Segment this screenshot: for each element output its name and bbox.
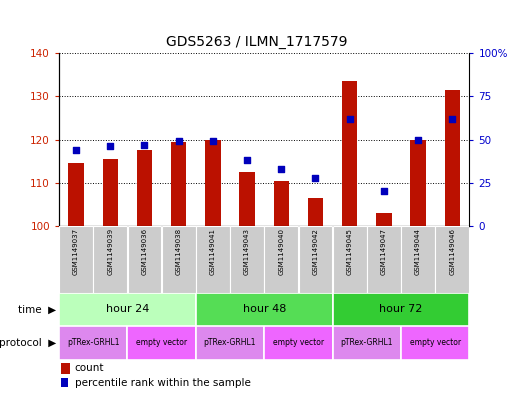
Text: GSM1149047: GSM1149047 [381, 228, 387, 275]
Text: protocol  ▶: protocol ▶ [0, 338, 56, 348]
Text: count: count [74, 364, 104, 373]
Text: GSM1149041: GSM1149041 [210, 228, 216, 275]
Text: GDS5263 / ILMN_1717579: GDS5263 / ILMN_1717579 [166, 35, 347, 49]
Text: time  ▶: time ▶ [18, 305, 56, 314]
Text: GSM1149040: GSM1149040 [278, 228, 284, 275]
Bar [332, 293, 469, 326]
Bar [401, 226, 435, 293]
Bar [68, 163, 84, 226]
Bar [93, 226, 127, 293]
Text: GSM1149045: GSM1149045 [347, 228, 353, 275]
Text: empty vector: empty vector [410, 338, 461, 347]
Bar [162, 226, 195, 293]
Text: GSM1149042: GSM1149042 [312, 228, 319, 275]
Text: pTRex-GRHL1: pTRex-GRHL1 [204, 338, 256, 347]
Bar [273, 181, 289, 226]
Point [106, 143, 114, 150]
Bar [332, 326, 401, 360]
Bar [308, 198, 323, 226]
Text: GSM1149036: GSM1149036 [142, 228, 148, 275]
Point [72, 147, 80, 153]
Bar [196, 326, 264, 360]
Text: GSM1149037: GSM1149037 [73, 228, 79, 275]
Text: empty vector: empty vector [273, 338, 324, 347]
Bar [127, 326, 196, 360]
Point [346, 116, 354, 122]
Text: GSM1149039: GSM1149039 [107, 228, 113, 275]
Bar [61, 364, 70, 374]
Text: GSM1149043: GSM1149043 [244, 228, 250, 275]
Bar [264, 226, 298, 293]
Bar [401, 326, 469, 360]
Text: GSM1149038: GSM1149038 [175, 228, 182, 275]
Bar [367, 226, 401, 293]
Bar [299, 226, 332, 293]
Bar [445, 90, 460, 226]
Point [414, 136, 422, 143]
Bar [59, 326, 127, 360]
Bar [230, 226, 264, 293]
Point [277, 166, 285, 172]
Point [141, 141, 149, 148]
Text: empty vector: empty vector [136, 338, 187, 347]
Bar [376, 213, 391, 226]
Text: hour 72: hour 72 [379, 305, 423, 314]
Point [174, 138, 183, 144]
Bar [171, 142, 186, 226]
Bar [59, 226, 93, 293]
Bar [128, 226, 162, 293]
Bar [103, 159, 118, 226]
Point [448, 116, 457, 122]
Text: GSM1149046: GSM1149046 [449, 228, 456, 275]
Text: hour 24: hour 24 [106, 305, 149, 314]
Bar [196, 226, 230, 293]
Text: GSM1149044: GSM1149044 [415, 228, 421, 275]
Text: percentile rank within the sample: percentile rank within the sample [74, 378, 250, 387]
Bar [333, 226, 367, 293]
Bar [264, 326, 332, 360]
Point [311, 174, 320, 181]
Bar [410, 140, 426, 226]
Bar [205, 140, 221, 226]
Bar [342, 81, 358, 226]
Bar [61, 378, 68, 387]
Point [209, 138, 217, 144]
Bar [59, 293, 196, 326]
Bar [240, 172, 255, 226]
Text: hour 48: hour 48 [243, 305, 286, 314]
Text: pTRex-GRHL1: pTRex-GRHL1 [67, 338, 120, 347]
Point [243, 157, 251, 163]
Text: pTRex-GRHL1: pTRex-GRHL1 [341, 338, 393, 347]
Bar [137, 151, 152, 226]
Bar [436, 226, 469, 293]
Bar [196, 293, 332, 326]
Point [380, 188, 388, 195]
